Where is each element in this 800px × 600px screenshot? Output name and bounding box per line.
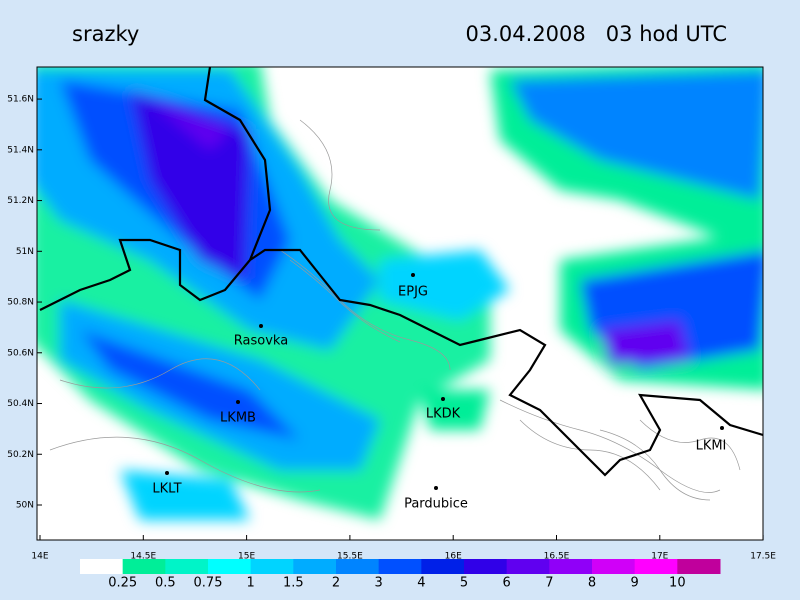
legend-swatch bbox=[464, 559, 508, 574]
lon-tick-label: 17E bbox=[651, 552, 668, 562]
lat-tick-label: 50.6N bbox=[7, 348, 34, 358]
station-dot bbox=[411, 273, 415, 277]
legend-label: 6 bbox=[503, 576, 511, 591]
precipitation-field bbox=[37, 67, 763, 520]
station-label: LKMB bbox=[220, 411, 256, 426]
legend-swatch bbox=[677, 559, 721, 574]
lon-tick-label: 16.5E bbox=[544, 552, 570, 562]
border-line bbox=[39, 67, 763, 477]
lon-tick-label: 15.5E bbox=[337, 552, 363, 562]
legend-label: 3 bbox=[375, 576, 383, 591]
legend-swatch bbox=[208, 559, 252, 574]
lat-tick-label: 51N bbox=[16, 247, 34, 257]
lat-tick-label: 50N bbox=[16, 501, 34, 511]
legend-label: 0.25 bbox=[108, 576, 137, 591]
lat-tick-label: 50.2N bbox=[7, 450, 34, 460]
legend-swatch bbox=[336, 559, 380, 574]
lat-tick-label: 51.4N bbox=[7, 145, 34, 155]
lon-tick-label: 15E bbox=[238, 552, 255, 562]
legend-swatch bbox=[421, 559, 465, 574]
legend-swatch bbox=[506, 559, 550, 574]
lon-tick-label: 17.5E bbox=[750, 552, 776, 562]
station-dot bbox=[236, 400, 240, 404]
legend-label: 4 bbox=[417, 576, 425, 591]
legend-label: 2 bbox=[332, 576, 340, 591]
legend-label: 1 bbox=[247, 576, 255, 591]
legend-swatch bbox=[549, 559, 593, 574]
station-label: LKMI bbox=[696, 439, 727, 454]
legend-label: 0.5 bbox=[155, 576, 176, 591]
station-label: Rasovka bbox=[234, 334, 288, 349]
title: srazky bbox=[72, 22, 139, 46]
lat-tick-label: 50.8N bbox=[7, 298, 34, 308]
station-label: LKDK bbox=[426, 407, 461, 422]
station-label: Pardubice bbox=[404, 497, 468, 512]
legend-swatch bbox=[165, 559, 209, 574]
lon-tick-label: 14.5E bbox=[130, 552, 156, 562]
timestamp: 03.04.2008 03 hod UTC bbox=[466, 22, 727, 46]
legend-label: 9 bbox=[631, 576, 639, 591]
map-frame bbox=[36, 66, 764, 541]
legend-swatch bbox=[250, 559, 294, 574]
station-dot bbox=[441, 397, 445, 401]
lon-tick-label: 16E bbox=[445, 552, 462, 562]
station-label: LKLT bbox=[152, 482, 181, 497]
legend-swatch bbox=[378, 559, 422, 574]
lat-tick-label: 51.2N bbox=[7, 196, 34, 206]
lat-tick-label: 51.6N bbox=[7, 95, 34, 105]
legend-swatch bbox=[293, 559, 337, 574]
station-dot bbox=[720, 426, 724, 430]
legend-swatch bbox=[634, 559, 678, 574]
station-label: EPJG bbox=[398, 285, 428, 300]
station-dot bbox=[259, 324, 263, 328]
legend-label: 0.75 bbox=[194, 576, 223, 591]
lon-tick-label: 14E bbox=[31, 552, 48, 562]
legend-label: 7 bbox=[545, 576, 553, 591]
legend-label: 1.5 bbox=[283, 576, 304, 591]
legend-label: 8 bbox=[588, 576, 596, 591]
legend-label: 10 bbox=[669, 576, 686, 591]
station-dot bbox=[434, 486, 438, 490]
lat-tick-label: 50.4N bbox=[7, 399, 34, 409]
station-dot bbox=[165, 471, 169, 475]
legend-label: 5 bbox=[460, 576, 468, 591]
legend-swatch bbox=[592, 559, 636, 574]
legend-swatch bbox=[122, 559, 166, 574]
legend-swatch bbox=[80, 559, 124, 574]
